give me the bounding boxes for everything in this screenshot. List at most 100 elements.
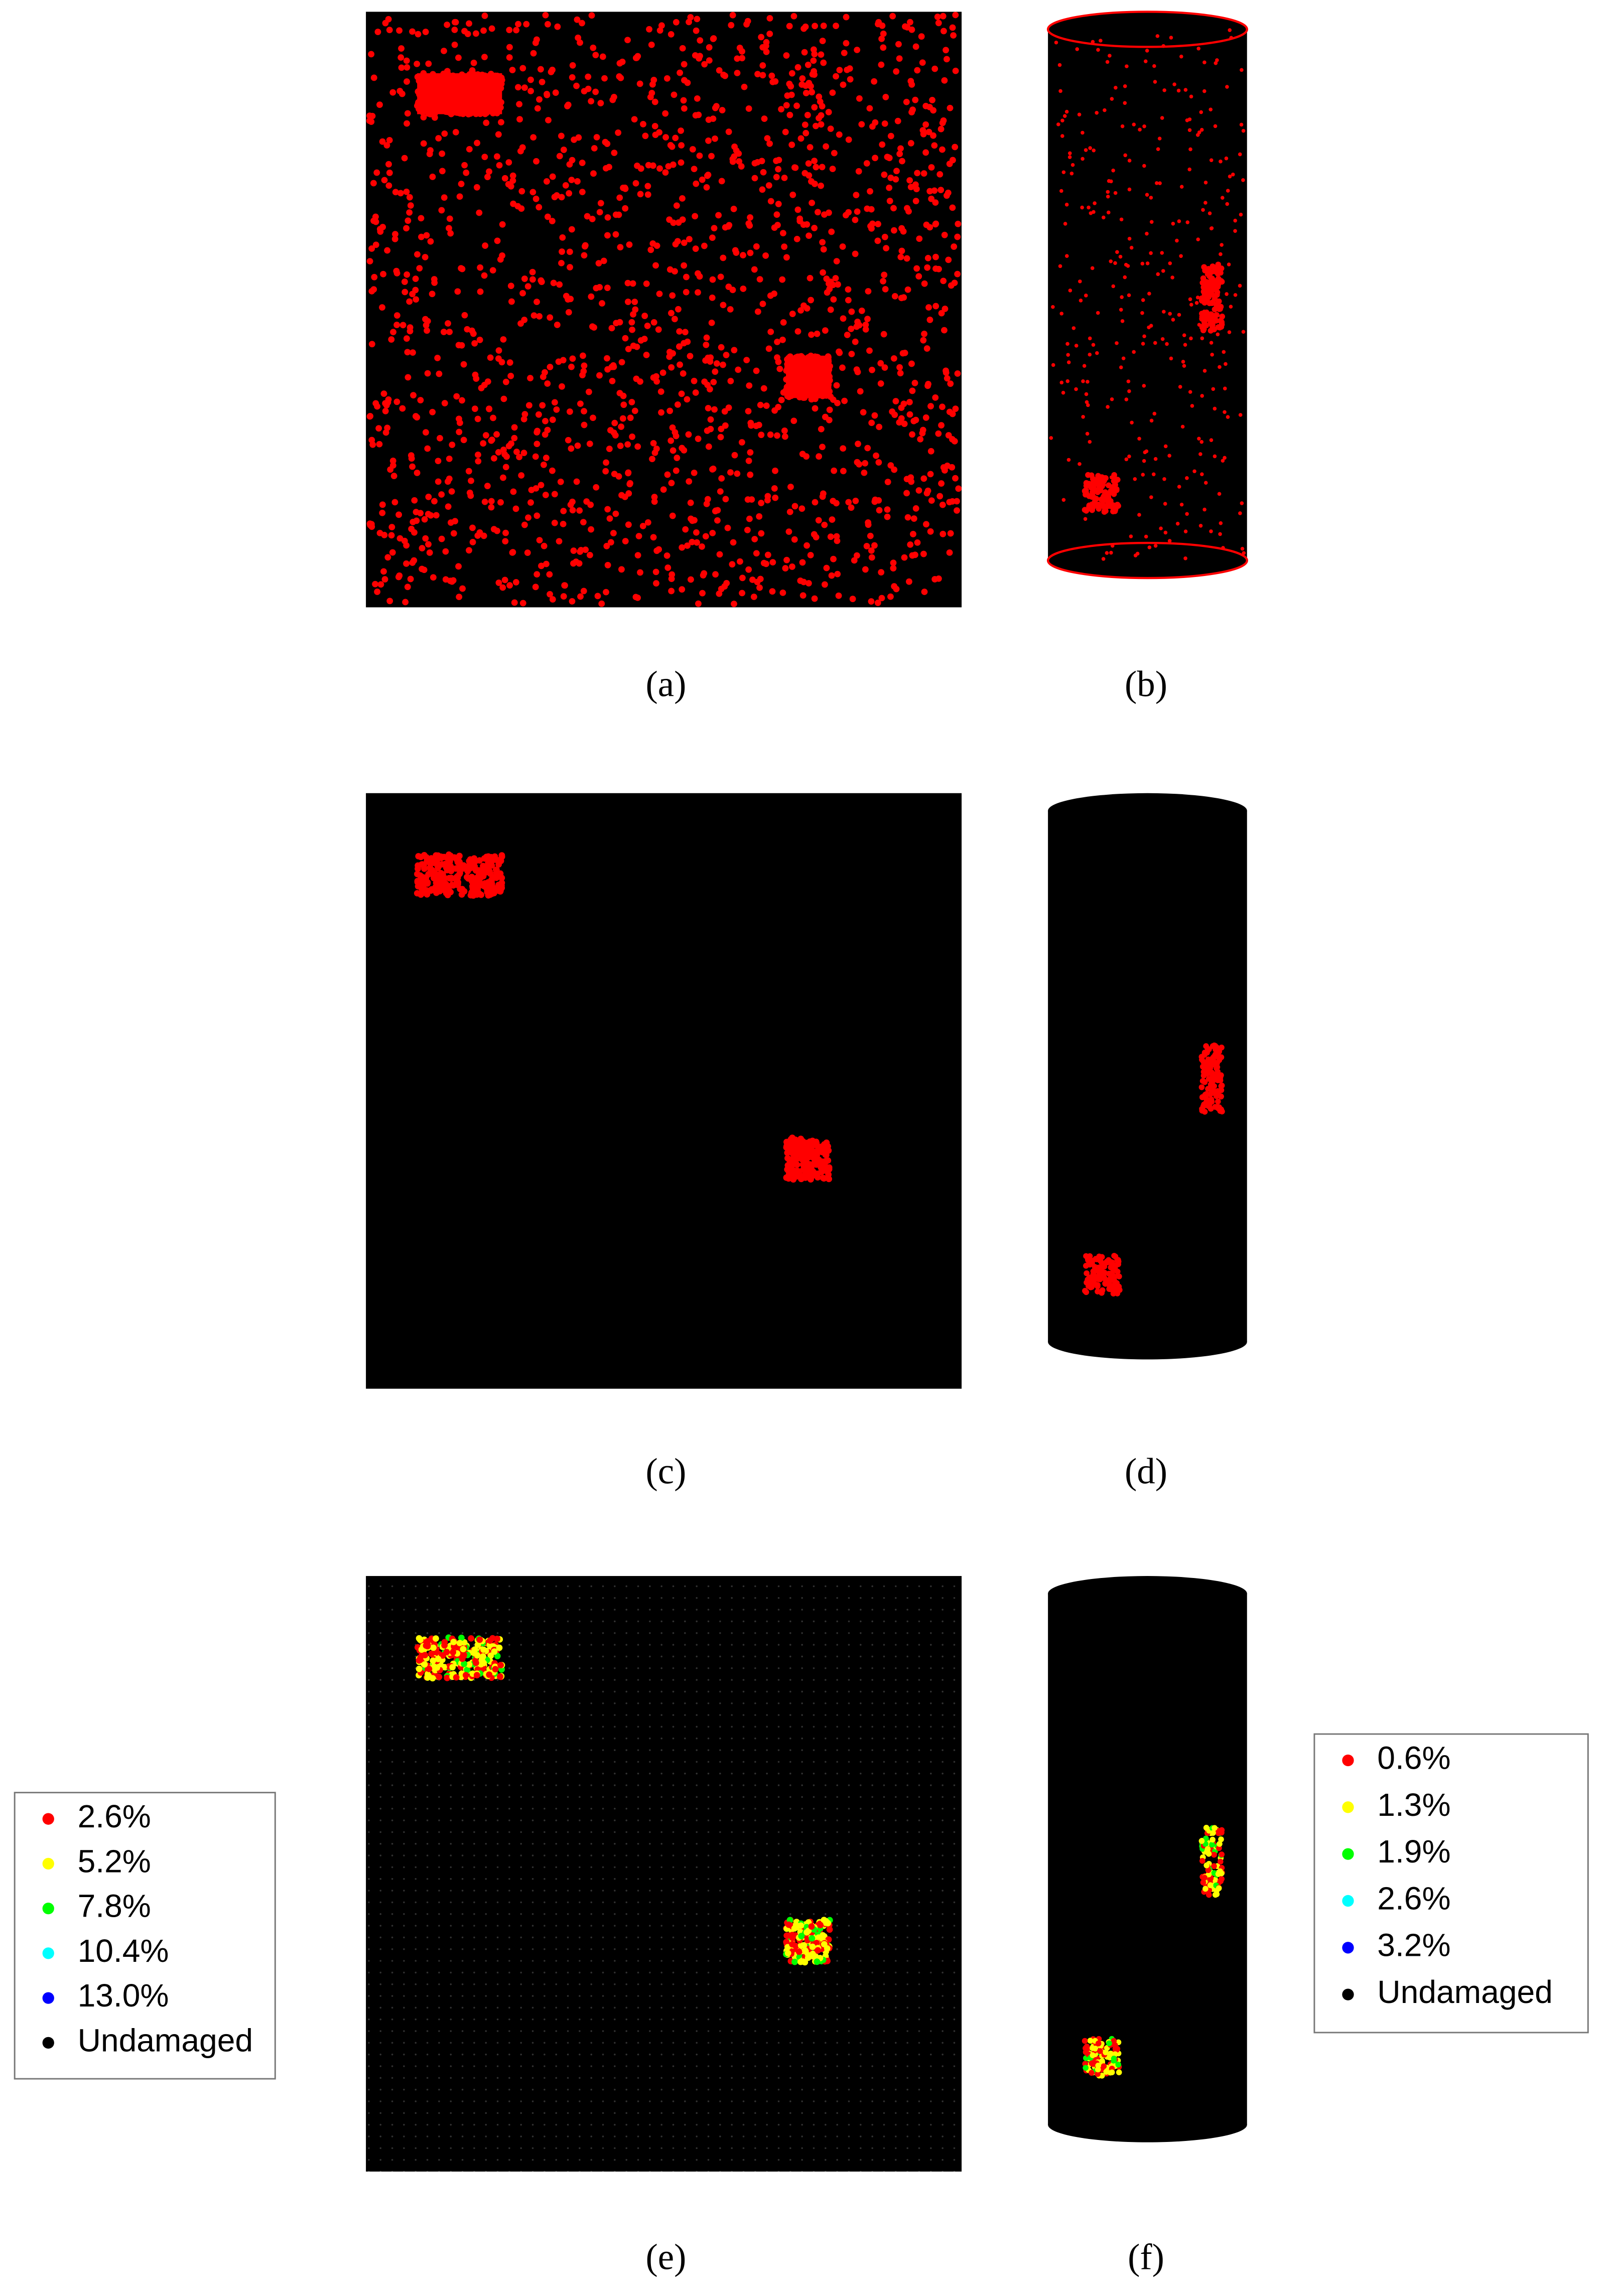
damage-dot: [673, 19, 680, 26]
damage-dot: [518, 472, 525, 479]
damage-dot: [802, 129, 810, 136]
damage-dot: [947, 380, 954, 387]
damage-dot: [438, 853, 445, 860]
damage-dot: [858, 121, 865, 128]
damage-dot: [1145, 49, 1149, 53]
damage-dot: [1207, 1877, 1214, 1883]
damage-dot: [725, 128, 732, 135]
damage-dot: [632, 180, 639, 187]
damage-dot: [935, 430, 942, 437]
damage-dot: [1108, 54, 1112, 58]
damage-dot: [754, 308, 761, 315]
damage-dot: [903, 98, 910, 105]
damage-dot: [1059, 189, 1063, 193]
damage-dot: [765, 345, 772, 352]
damage-dot: [871, 542, 878, 549]
damage-dot: [775, 201, 782, 207]
damage-dot: [766, 140, 773, 147]
damage-dot: [425, 511, 432, 517]
damage-dot: [668, 310, 675, 317]
damage-dot: [912, 198, 919, 205]
damage-dot: [403, 188, 410, 195]
damage-dot: [471, 863, 478, 870]
damage-dot: [405, 374, 412, 381]
damage-dot: [709, 294, 716, 301]
damage-dot: [495, 131, 502, 138]
damage-dot: [1116, 2069, 1122, 2076]
damage-dot: [890, 565, 897, 571]
damage-dot: [484, 483, 491, 489]
damage-dot: [802, 1146, 809, 1153]
damage-dot: [490, 414, 496, 421]
damage-dot: [707, 416, 714, 423]
damage-dot: [1182, 364, 1186, 368]
damage-dot: [480, 27, 487, 34]
damage-dot: [426, 549, 433, 556]
damage-dot: [367, 412, 374, 419]
damage-dot: [924, 382, 931, 389]
damage-dot: [428, 855, 435, 862]
damage-dot: [1190, 404, 1194, 408]
damage-dot: [1108, 2051, 1114, 2057]
damage-dot: [1188, 390, 1192, 394]
damage-dot: [880, 277, 887, 284]
damage-dot: [449, 1664, 456, 1671]
damage-dot: [553, 406, 560, 413]
damage-dot: [826, 406, 833, 413]
damage-dot: [695, 600, 702, 607]
damage-dot: [1222, 350, 1226, 354]
damage-dot: [547, 364, 554, 370]
damage-dot: [1065, 342, 1069, 346]
damage-dot: [496, 162, 503, 169]
damage-dot: [1183, 556, 1187, 560]
damage-dot: [569, 598, 576, 605]
damage-dot: [848, 308, 855, 315]
damage-dot: [372, 400, 379, 407]
damage-dot: [716, 67, 723, 74]
damage-dot: [818, 1145, 825, 1153]
damage-dot: [1088, 146, 1092, 150]
damage-dot: [797, 1922, 804, 1929]
damage-dot: [500, 446, 507, 453]
damage-dot: [1211, 1090, 1217, 1096]
damage-dot: [551, 399, 558, 406]
damage-dot: [539, 402, 546, 409]
damage-dot: [1103, 108, 1107, 112]
damage-dot: [399, 322, 407, 329]
damage-dot: [809, 1943, 816, 1950]
damage-dot: [1223, 410, 1227, 414]
damage-dot: [1114, 1272, 1121, 1279]
legend-label: 10.4%: [78, 1933, 169, 1969]
damage-dot: [816, 93, 823, 100]
damage-dot: [815, 517, 822, 524]
damage-dot: [1162, 310, 1166, 314]
damage-dot: [551, 491, 558, 498]
damage-dot: [487, 354, 494, 361]
damage-dot: [507, 282, 514, 290]
damage-dot: [1227, 330, 1232, 334]
damage-dot: [656, 27, 663, 34]
damage-dot: [923, 221, 930, 228]
damage-dot: [384, 554, 391, 561]
damage-dot: [663, 75, 670, 82]
damage-dot: [1084, 148, 1088, 152]
damage-dot: [629, 434, 636, 440]
damage-dot: [1123, 101, 1127, 105]
damage-dot: [651, 98, 658, 105]
damage-dot: [586, 551, 593, 558]
damage-dot: [444, 478, 451, 485]
damage-dot: [1123, 153, 1127, 158]
damage-dot: [916, 235, 923, 242]
damage-dot: [1090, 2052, 1096, 2058]
damage-dot: [873, 452, 879, 459]
damage-dot: [825, 1157, 832, 1164]
damage-dot: [1153, 544, 1158, 548]
damage-dot: [691, 469, 698, 476]
damage-dot: [1192, 469, 1196, 474]
damage-dot: [1214, 281, 1220, 288]
damage-dot: [806, 172, 813, 179]
damage-dot: [1089, 2045, 1096, 2051]
damage-dot: [938, 146, 946, 153]
damage-dot: [712, 135, 718, 142]
damage-dot: [604, 214, 611, 221]
